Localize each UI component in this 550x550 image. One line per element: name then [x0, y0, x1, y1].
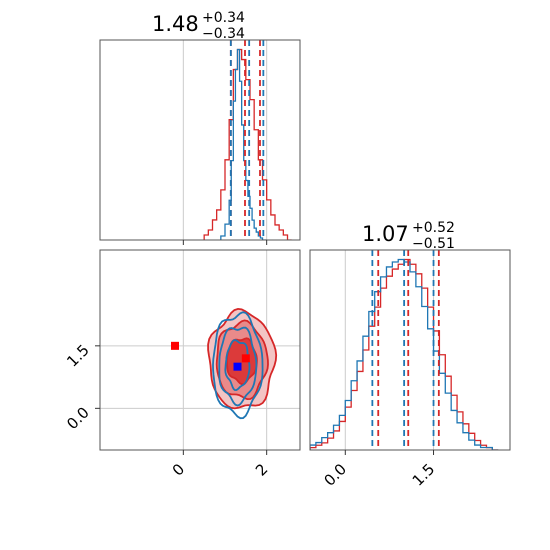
marker-blue-2 — [233, 362, 242, 371]
panel-c-ticks: 0.0 1.5 — [321, 450, 439, 490]
panel-b-ytick-label-1: 1.5 — [63, 341, 93, 371]
panel-joint-contour: 0 2 0.0 1.5 — [63, 249, 301, 480]
panel-a-histogram-red — [203, 48, 292, 240]
panel-a-background — [100, 40, 300, 240]
blue-contour-level-2 — [224, 339, 251, 392]
panel-a-histograms — [203, 48, 292, 240]
panel-c-background — [310, 250, 510, 450]
panel-a-histogram-blue — [220, 48, 267, 240]
panel-a-title-lower: −0.34 — [202, 26, 245, 42]
panel-c-frame — [309, 249, 511, 451]
panel-c-title-upper: +0.52 — [412, 220, 455, 236]
panel-c-title-lower: −0.51 — [412, 236, 455, 252]
panel-b-ytick-label-0: 0.0 — [63, 403, 93, 433]
panel-b-frame — [99, 249, 301, 451]
panel-param1-histogram: 1.48 +0.34 −0.34 — [99, 10, 301, 245]
panel-b-xtick-label-1: 2 — [252, 460, 271, 479]
panel-b-markers — [171, 341, 250, 371]
panel-a-title-value: 1.48 — [152, 12, 199, 36]
panel-c-title-value: 1.07 — [362, 222, 409, 246]
marker-red-1 — [241, 354, 250, 363]
blue-contour-level-0 — [212, 311, 264, 420]
panel-a-grid — [182, 40, 268, 240]
panel-c-xtick-label-0: 0.0 — [321, 460, 351, 490]
panel-c-histogram-blue — [310, 258, 499, 450]
marker-red-0 — [171, 341, 179, 350]
panel-b-xtick-label-0: 0 — [169, 460, 188, 479]
panel-c-xtick-label-1: 1.5 — [409, 460, 439, 490]
panel-a-frame — [99, 39, 301, 241]
panel-a-quantile-lines — [229, 40, 265, 240]
panel-param2-histogram: 0.0 1.5 1.07 +0.52 −0.51 — [309, 220, 511, 490]
blue-contour-level-1 — [218, 326, 258, 407]
panel-a-title-upper: +0.34 — [202, 10, 245, 26]
panel-c-quantile-lines — [371, 250, 440, 450]
panel-a-ticks — [182, 240, 268, 245]
